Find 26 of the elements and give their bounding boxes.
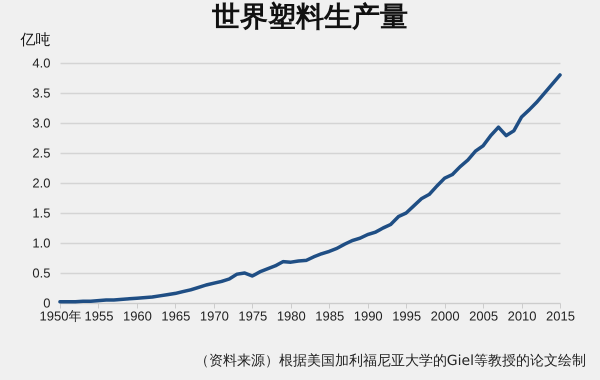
x-tick-label: 1975	[238, 308, 268, 324]
x-tick-label: 1995	[392, 308, 422, 324]
chart-title: 世界塑料生产量	[211, 0, 408, 33]
x-tick-label: 1960	[122, 308, 152, 324]
y-tick-label: 4.0	[32, 56, 50, 70]
y-tick-label: 3.5	[32, 86, 50, 100]
x-tick-label: 1980	[276, 308, 306, 324]
y-tick-label: 0	[43, 296, 50, 310]
y-tick-label: 1.0	[32, 236, 50, 250]
x-tick-label: 1950年	[40, 308, 82, 324]
y-tick-label: 2.0	[32, 176, 50, 190]
text: （资料来源）根据美国加利福尼亚大学的Giel等教授的论文绘制	[194, 352, 586, 370]
x-tick-label: 2010	[508, 308, 536, 324]
y-tick-label: 1.5	[32, 206, 50, 220]
y-tick-label: 0.5	[32, 266, 50, 280]
x-tick-label: 1965	[161, 308, 190, 324]
x-tick-label: 2000	[430, 308, 460, 324]
y-axis-title: 亿吨	[20, 32, 50, 48]
y-tick-label: 2.5	[32, 146, 50, 160]
x-tick-label: 2005	[469, 308, 498, 324]
x-tick-label: 1970	[200, 308, 229, 324]
y-tick-label: 3.0	[32, 116, 50, 130]
x-tick-label: 1985	[315, 308, 344, 324]
x-tick-label: 1990	[354, 308, 383, 324]
x-tick-label: 2015	[546, 308, 575, 324]
x-tick-label: 1955	[84, 308, 114, 324]
